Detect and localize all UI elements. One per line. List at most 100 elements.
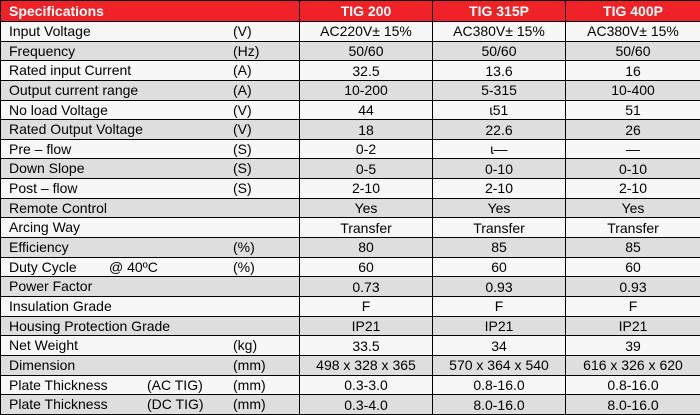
value-cell: 0.73 <box>299 276 433 297</box>
value-cell: Transfer <box>299 217 433 239</box>
value-cell: 22.6 <box>432 119 566 140</box>
value-cell: 8.0-16.0 <box>432 394 566 415</box>
row-label-cell: Arcing Way <box>0 217 300 239</box>
row-label-cell: Dimension (mm) <box>0 354 300 376</box>
value-cell: 0-5 <box>299 158 433 180</box>
row-unit: (mm) <box>233 356 266 373</box>
value-cell: IP21 <box>299 315 433 337</box>
table-row: No load Voltage (V) 44 ɩ51 51 <box>0 99 700 121</box>
value-cell: 26 <box>565 119 700 140</box>
row-unit: (V) <box>233 23 252 39</box>
model-header-tig-200: TIG 200 <box>299 0 433 22</box>
row-unit: (Hz) <box>233 42 260 59</box>
row-label-cell: Power Factor <box>0 276 300 297</box>
value-cell: AC220V± 15% <box>299 21 433 42</box>
row-label: Rated Output Voltage <box>9 121 143 138</box>
row-label-qualifier: (AC TIG) <box>147 376 203 393</box>
value-cell: 32.5 <box>299 60 433 81</box>
value-cell: F <box>565 295 700 317</box>
value-cell: Yes <box>299 197 433 219</box>
row-label: Frequency <box>9 42 76 59</box>
value-cell: F <box>299 295 433 317</box>
value-cell: AC380V± 15% <box>565 21 700 42</box>
specifications-header: Specifications <box>0 0 300 22</box>
row-label-cell: Pre – flow (S) <box>0 138 300 160</box>
table-body: Input Voltage (V) AC220V± 15% AC380V± 15% AC… <box>0 21 700 415</box>
row-label: Plate Thickness <box>9 376 108 393</box>
table-row: Arcing Way Transfer Transfer Transfer <box>0 217 700 239</box>
value-cell: 0-2 <box>299 138 433 160</box>
row-label: Input Voltage <box>9 23 91 39</box>
row-label: Housing Protection Grade <box>9 317 171 334</box>
row-unit: (mm) <box>233 396 266 413</box>
value-cell: 616 x 326 x 620 <box>565 354 700 376</box>
row-label-cell: Efficiency (%) <box>0 237 300 258</box>
value-cell: 498 x 328 x 365 <box>299 354 433 376</box>
row-label-cell: Plate Thickness (DC TIG) (mm) <box>0 394 300 415</box>
row-label: Dimension <box>9 356 76 373</box>
model-header-tig-315p: TIG 315P <box>432 0 566 22</box>
value-cell: 2-10 <box>565 178 700 199</box>
table-row: Output current range (A) 10-200 5-315 10-400 <box>0 79 700 101</box>
row-label: Pre – flow <box>9 140 72 157</box>
row-unit: (V) <box>233 101 252 118</box>
value-cell: 85 <box>432 237 566 258</box>
row-label: Plate Thickness <box>9 396 108 413</box>
value-cell: F <box>432 295 566 317</box>
value-cell: 16 <box>565 60 700 81</box>
table-header-row: Specifications TIG 200 TIG 315P TIG 400P <box>0 0 700 22</box>
value-cell: 80 <box>299 237 433 258</box>
row-unit: (S) <box>233 180 252 197</box>
row-label-cell: Net Weight (kg) <box>0 335 300 356</box>
row-label-cell: Housing Protection Grade <box>0 315 300 337</box>
row-label-cell: Post – flow (S) <box>0 178 300 199</box>
value-cell: 44 <box>299 99 433 121</box>
row-label: Net Weight <box>9 337 78 354</box>
value-cell: 33.5 <box>299 335 433 356</box>
value-cell: 0.93 <box>565 276 700 297</box>
table-row: Insulation Grade F F F <box>0 295 700 317</box>
model-header-tig-400p: TIG 400P <box>565 0 700 22</box>
value-cell: 60 <box>432 256 566 278</box>
value-cell: 34 <box>432 335 566 356</box>
value-cell: 10-200 <box>299 79 433 101</box>
row-label-cell: No load Voltage (V) <box>0 99 300 121</box>
value-cell: IP21 <box>432 315 566 337</box>
row-label-cell: Plate Thickness (AC TIG) (mm) <box>0 374 300 396</box>
row-label: Power Factor <box>9 278 93 295</box>
row-label: Remote Control <box>9 199 108 216</box>
value-cell: ɩ— <box>432 138 566 160</box>
table-row: Power Factor 0.73 0.93 0.93 <box>0 276 700 297</box>
value-cell: 0.93 <box>432 276 566 297</box>
table-row: Rated input Current (A) 32.5 13.6 16 <box>0 60 700 81</box>
row-label-cell: Input Voltage (V) <box>0 21 300 42</box>
value-cell: 5-315 <box>432 79 566 101</box>
row-label: Down Slope <box>9 160 85 177</box>
table-row: Housing Protection Grade IP21 IP21 IP21 <box>0 315 700 337</box>
row-label-qualifier: @ 40ºC <box>109 258 158 275</box>
row-label: Insulation Grade <box>9 297 112 314</box>
table-row: Pre – flow (S) 0-2 ɩ— — <box>0 138 700 160</box>
row-label: Rated input Current <box>9 62 132 79</box>
value-cell: AC380V± 15% <box>432 21 566 42</box>
row-unit: (%) <box>233 258 255 275</box>
table-row: Plate Thickness (AC TIG) (mm) 0.3-3.0 0.8-16… <box>0 374 700 396</box>
table-row: Post – flow (S) 2-10 2-10 2-10 <box>0 178 700 199</box>
value-cell: 50/60 <box>432 40 566 62</box>
table-row: Down Slope (S) 0-5 0-10 0-10 <box>0 158 700 180</box>
value-cell: 570 x 364 x 540 <box>432 354 566 376</box>
row-label-qualifier: (DC TIG) <box>147 396 204 413</box>
value-cell: 13.6 <box>432 60 566 81</box>
row-unit: (S) <box>233 140 252 157</box>
row-unit: (mm) <box>233 376 266 393</box>
row-label-cell: Rated Output Voltage (V) <box>0 119 300 140</box>
value-cell: 50/60 <box>565 40 700 62</box>
row-unit: (kg) <box>233 337 258 354</box>
row-label: No load Voltage <box>9 101 108 118</box>
table-row: Frequency (Hz) 50/60 50/60 50/60 <box>0 40 700 62</box>
row-label-cell: Frequency (Hz) <box>0 40 300 62</box>
value-cell: ɩ51 <box>432 99 566 121</box>
table-row: Plate Thickness (DC TIG) (mm) 0.3-4.0 8.0-16… <box>0 394 700 415</box>
value-cell: Transfer <box>565 217 700 239</box>
value-cell: 50/60 <box>299 40 433 62</box>
